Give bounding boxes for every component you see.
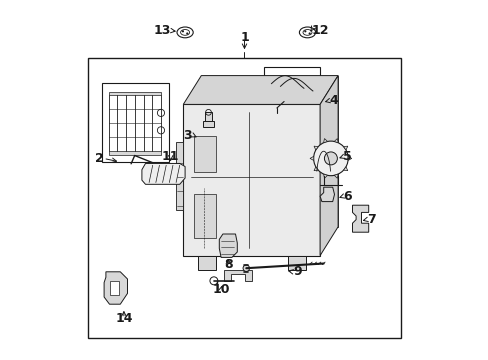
Polygon shape — [108, 92, 161, 95]
Text: 7: 7 — [366, 213, 375, 226]
Polygon shape — [323, 139, 327, 143]
Bar — [204, 112, 212, 121]
Text: 1: 1 — [240, 31, 248, 44]
Polygon shape — [320, 76, 337, 256]
Bar — [109, 281, 118, 295]
Polygon shape — [104, 272, 127, 304]
Circle shape — [157, 109, 164, 117]
Text: 6: 6 — [343, 190, 351, 203]
Polygon shape — [219, 234, 237, 257]
Polygon shape — [224, 270, 251, 281]
Text: 14: 14 — [115, 312, 132, 325]
Polygon shape — [352, 205, 368, 232]
Polygon shape — [183, 104, 320, 256]
Polygon shape — [343, 146, 347, 150]
Text: 13: 13 — [153, 24, 170, 37]
Text: 8: 8 — [224, 258, 232, 271]
Polygon shape — [334, 174, 338, 178]
Polygon shape — [320, 187, 334, 202]
Text: 9: 9 — [292, 265, 301, 278]
Polygon shape — [313, 146, 318, 150]
Polygon shape — [313, 167, 318, 171]
Polygon shape — [197, 256, 215, 270]
Text: 3: 3 — [183, 129, 192, 141]
Circle shape — [157, 127, 164, 134]
Circle shape — [186, 32, 188, 35]
Polygon shape — [343, 167, 347, 171]
Polygon shape — [108, 151, 161, 155]
Polygon shape — [201, 76, 337, 227]
Circle shape — [243, 265, 249, 271]
Circle shape — [182, 30, 183, 32]
Circle shape — [209, 277, 218, 285]
Text: 2: 2 — [95, 152, 103, 165]
Circle shape — [304, 30, 306, 32]
Bar — [203, 121, 213, 127]
Ellipse shape — [177, 27, 193, 38]
Bar — [194, 136, 215, 172]
Text: 4: 4 — [328, 94, 337, 107]
Text: 11: 11 — [162, 150, 179, 163]
Bar — [88, 58, 400, 338]
Circle shape — [308, 32, 310, 35]
Circle shape — [324, 152, 337, 165]
Bar — [102, 83, 168, 162]
Polygon shape — [176, 142, 183, 210]
Circle shape — [313, 141, 347, 176]
Bar — [194, 194, 215, 238]
Text: 5: 5 — [343, 150, 351, 163]
Polygon shape — [334, 139, 338, 143]
Ellipse shape — [299, 27, 315, 38]
Bar — [264, 67, 320, 115]
Polygon shape — [347, 156, 351, 161]
Text: 12: 12 — [310, 24, 328, 37]
Polygon shape — [183, 76, 337, 104]
Polygon shape — [142, 163, 185, 184]
Polygon shape — [323, 174, 327, 178]
Polygon shape — [287, 256, 305, 270]
Polygon shape — [309, 156, 313, 161]
Text: 10: 10 — [212, 283, 229, 296]
